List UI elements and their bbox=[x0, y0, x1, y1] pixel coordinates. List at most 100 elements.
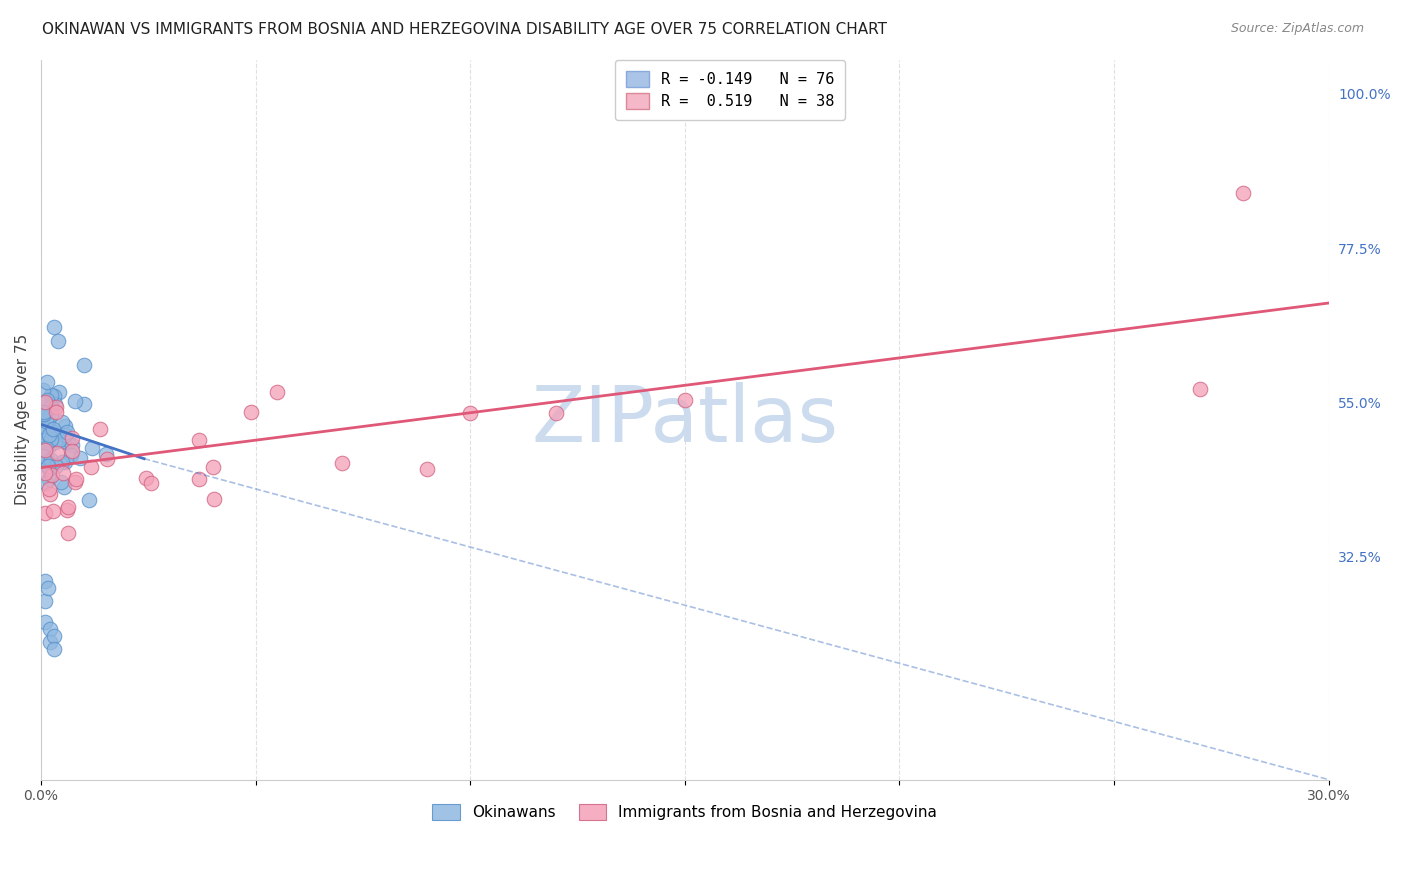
Point bbox=[34, 466, 56, 480]
Point bbox=[48, 384, 70, 399]
Point bbox=[60, 431, 83, 445]
Point bbox=[673, 393, 696, 408]
Point bbox=[32, 409, 55, 424]
Point bbox=[80, 441, 103, 455]
Point bbox=[32, 404, 55, 418]
Text: OKINAWAN VS IMMIGRANTS FROM BOSNIA AND HERZEGOVINA DISABILITY AGE OVER 75 CORREL: OKINAWAN VS IMMIGRANTS FROM BOSNIA AND H… bbox=[42, 22, 887, 37]
Point bbox=[45, 401, 67, 415]
Point bbox=[56, 436, 79, 450]
Point bbox=[35, 376, 58, 390]
Point bbox=[96, 452, 118, 467]
Point bbox=[35, 453, 58, 467]
Point bbox=[44, 397, 66, 411]
Point bbox=[45, 425, 67, 439]
Point bbox=[56, 425, 79, 440]
Point bbox=[52, 434, 75, 449]
Point bbox=[53, 419, 76, 434]
Point bbox=[35, 451, 58, 466]
Point bbox=[35, 436, 58, 450]
Point bbox=[38, 428, 60, 442]
Point bbox=[35, 442, 58, 456]
Point bbox=[34, 394, 56, 409]
Point bbox=[34, 594, 56, 608]
Point bbox=[38, 483, 60, 497]
Text: ZIPatlas: ZIPatlas bbox=[531, 382, 838, 458]
Point bbox=[39, 408, 62, 422]
Point bbox=[32, 451, 55, 466]
Point bbox=[60, 444, 83, 458]
Point bbox=[458, 407, 481, 421]
Point bbox=[32, 409, 55, 424]
Point bbox=[79, 492, 101, 507]
Point bbox=[45, 405, 67, 419]
Legend: Okinawans, Immigrants from Bosnia and Herzegovina: Okinawans, Immigrants from Bosnia and He… bbox=[426, 797, 943, 826]
Point bbox=[37, 581, 59, 595]
Point bbox=[34, 442, 56, 457]
Point bbox=[1232, 186, 1254, 201]
Point bbox=[32, 434, 55, 448]
Point bbox=[240, 404, 263, 418]
Point bbox=[188, 472, 211, 486]
Point bbox=[51, 415, 73, 429]
Y-axis label: Disability Age Over 75: Disability Age Over 75 bbox=[15, 334, 30, 505]
Point bbox=[32, 400, 55, 414]
Point bbox=[44, 389, 66, 403]
Point bbox=[39, 432, 62, 446]
Point bbox=[37, 430, 59, 444]
Point bbox=[53, 428, 76, 442]
Point bbox=[37, 393, 59, 408]
Point bbox=[32, 425, 55, 440]
Point bbox=[266, 384, 288, 399]
Point bbox=[41, 400, 63, 414]
Point bbox=[39, 432, 62, 446]
Point bbox=[32, 433, 55, 447]
Point bbox=[80, 459, 103, 474]
Point bbox=[35, 476, 58, 491]
Point bbox=[34, 447, 56, 461]
Point bbox=[56, 503, 79, 517]
Point bbox=[38, 423, 60, 437]
Point bbox=[42, 422, 65, 436]
Point bbox=[52, 466, 75, 480]
Point bbox=[546, 406, 568, 420]
Point bbox=[34, 574, 56, 588]
Point bbox=[60, 438, 83, 452]
Point bbox=[34, 507, 56, 521]
Point bbox=[89, 422, 111, 436]
Point bbox=[330, 456, 353, 470]
Point bbox=[41, 504, 63, 518]
Point bbox=[38, 622, 60, 636]
Point bbox=[73, 359, 96, 373]
Point bbox=[37, 412, 59, 426]
Point bbox=[135, 471, 157, 485]
Point bbox=[39, 400, 62, 414]
Point bbox=[39, 388, 62, 402]
Point bbox=[53, 455, 76, 469]
Point bbox=[52, 480, 75, 494]
Point bbox=[59, 449, 82, 463]
Point bbox=[37, 458, 59, 473]
Point bbox=[48, 433, 70, 447]
Point bbox=[202, 491, 225, 506]
Point bbox=[42, 642, 65, 657]
Point bbox=[187, 433, 209, 447]
Point bbox=[94, 446, 117, 460]
Point bbox=[42, 320, 65, 334]
Point bbox=[45, 446, 67, 460]
Point bbox=[49, 475, 72, 489]
Point bbox=[63, 393, 86, 408]
Point bbox=[38, 635, 60, 649]
Point bbox=[38, 439, 60, 453]
Point bbox=[65, 475, 87, 489]
Point bbox=[69, 451, 91, 466]
Point bbox=[32, 408, 55, 422]
Point bbox=[51, 455, 73, 469]
Point bbox=[56, 500, 79, 515]
Point bbox=[41, 467, 63, 482]
Point bbox=[35, 414, 58, 428]
Point bbox=[38, 462, 60, 476]
Point bbox=[44, 435, 66, 450]
Point bbox=[39, 487, 62, 501]
Point bbox=[416, 462, 439, 476]
Point bbox=[32, 383, 55, 397]
